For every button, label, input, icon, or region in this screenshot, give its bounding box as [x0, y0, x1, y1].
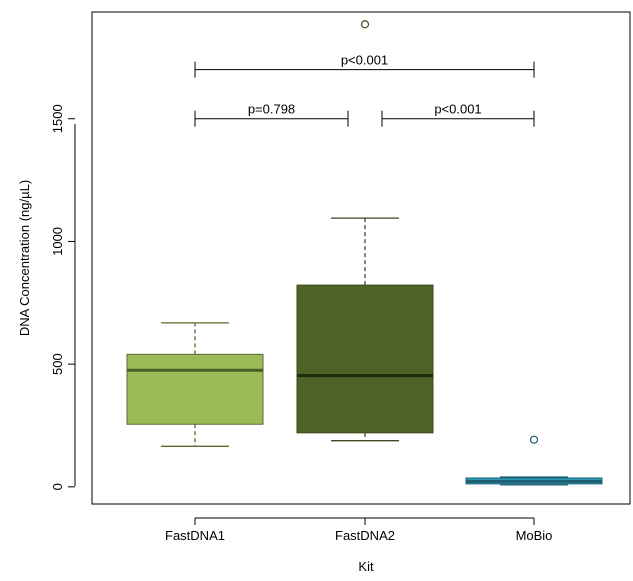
x-tick-label: MoBio: [516, 528, 553, 543]
x-tick-label: FastDNA2: [335, 528, 395, 543]
significance-bracket: p<0.001: [381, 102, 535, 127]
x-axis-label: Kit: [358, 559, 374, 574]
y-tick-label: 1000: [50, 227, 65, 256]
y-ticks: 0 500 1000 1500: [50, 104, 75, 490]
y-tick-label: 0: [50, 483, 65, 490]
x-axis: FastDNA1 FastDNA2 MoBio: [165, 517, 552, 543]
p-value-label: p<0.001: [341, 53, 388, 68]
y-axis: 0 500 1000 1500: [50, 104, 76, 490]
box-iqr: [296, 284, 434, 434]
significance-annotations: p=0.798 p<0.001 p<0.001: [194, 53, 535, 127]
significance-bracket: p=0.798: [194, 102, 349, 127]
p-value-label: p=0.798: [248, 102, 295, 117]
box-mobio: [465, 435, 603, 486]
outlier-point: [529, 435, 539, 444]
significance-bracket: p<0.001: [194, 53, 535, 78]
y-tick-label: 500: [50, 353, 65, 375]
y-tick-label: 1500: [50, 104, 65, 133]
box-series: [126, 20, 603, 486]
box-fastdna2: [296, 20, 434, 442]
y-axis-label: DNA Concentration (ng/µL): [17, 180, 32, 336]
p-value-label: p<0.001: [434, 102, 481, 117]
x-tick-label: FastDNA1: [165, 528, 225, 543]
box-iqr: [126, 353, 264, 425]
plot-frame: [91, 11, 631, 505]
outlier-point: [360, 20, 370, 29]
x-ticks: FastDNA1 FastDNA2 MoBio: [165, 518, 552, 543]
box-fastdna1: [126, 322, 264, 447]
